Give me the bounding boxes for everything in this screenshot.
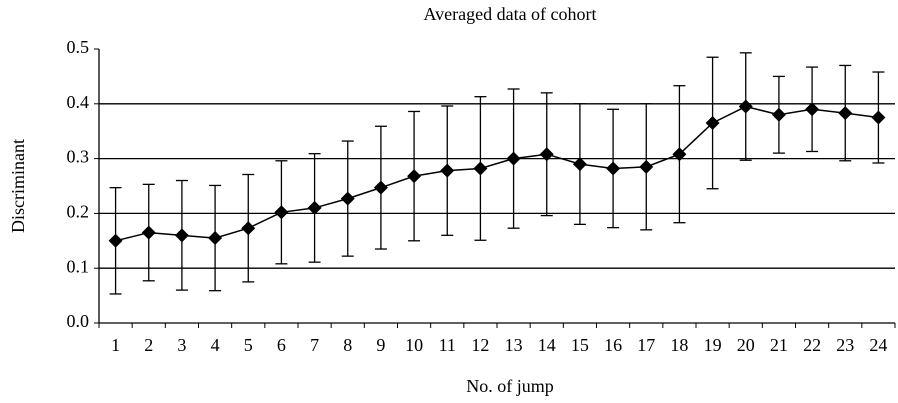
x-tick-label: 19 bbox=[704, 335, 722, 355]
point-marker bbox=[672, 147, 687, 162]
point-marker bbox=[506, 151, 521, 166]
x-tick-label: 16 bbox=[604, 335, 622, 355]
point-marker bbox=[639, 159, 654, 174]
x-tick-label: 18 bbox=[670, 335, 688, 355]
x-tick-label: 22 bbox=[803, 335, 821, 355]
point-marker bbox=[705, 115, 720, 130]
point-marker bbox=[407, 169, 422, 184]
x-tick-label: 15 bbox=[571, 335, 589, 355]
y-tick-label: 0.2 bbox=[67, 202, 90, 222]
point-marker bbox=[174, 228, 189, 243]
point-marker bbox=[373, 180, 388, 195]
point-marker bbox=[539, 147, 554, 162]
point-marker bbox=[208, 231, 223, 246]
y-tick-label: 0.0 bbox=[67, 311, 90, 331]
point-marker bbox=[141, 225, 156, 240]
x-tick-label: 7 bbox=[310, 335, 319, 355]
point-marker bbox=[274, 205, 289, 220]
y-tick-label: 0.4 bbox=[67, 92, 90, 112]
y-axis-label: Discriminant bbox=[8, 139, 28, 233]
x-axis-label: No. of jump bbox=[466, 376, 554, 396]
point-marker bbox=[738, 99, 753, 114]
point-marker bbox=[108, 233, 123, 248]
x-tick-label: 24 bbox=[869, 335, 887, 355]
point-marker bbox=[771, 107, 786, 122]
chart-title: Averaged data of cohort bbox=[423, 4, 596, 24]
x-tick-label: 10 bbox=[405, 335, 423, 355]
x-tick-label: 4 bbox=[211, 335, 220, 355]
x-tick-label: 3 bbox=[177, 335, 186, 355]
y-tick-label: 0.1 bbox=[67, 256, 90, 276]
x-tick-label: 5 bbox=[244, 335, 253, 355]
point-marker bbox=[307, 200, 322, 215]
point-marker bbox=[838, 106, 853, 121]
point-marker bbox=[572, 157, 587, 172]
point-marker bbox=[606, 161, 621, 176]
x-tick-label: 11 bbox=[439, 335, 456, 355]
point-marker bbox=[473, 161, 488, 176]
x-tick-label: 8 bbox=[343, 335, 352, 355]
point-marker bbox=[241, 221, 256, 236]
point-marker bbox=[871, 110, 886, 125]
x-tick-label: 6 bbox=[277, 335, 286, 355]
point-marker bbox=[805, 102, 820, 117]
x-tick-label: 17 bbox=[637, 335, 655, 355]
x-tick-label: 2 bbox=[144, 335, 153, 355]
x-tick-label: 9 bbox=[376, 335, 385, 355]
x-tick-label: 12 bbox=[471, 335, 489, 355]
y-tick-label: 0.5 bbox=[67, 37, 90, 57]
x-tick-label: 21 bbox=[770, 335, 788, 355]
point-marker bbox=[340, 191, 355, 206]
series-line bbox=[115, 105, 879, 242]
x-tick-label: 23 bbox=[836, 335, 854, 355]
x-tick-label: 13 bbox=[505, 335, 523, 355]
y-tick-label: 0.3 bbox=[67, 147, 90, 167]
x-tick-label: 20 bbox=[737, 335, 755, 355]
point-marker bbox=[440, 163, 455, 178]
x-tick-label: 14 bbox=[538, 335, 556, 355]
x-tick-label: 1 bbox=[111, 335, 120, 355]
